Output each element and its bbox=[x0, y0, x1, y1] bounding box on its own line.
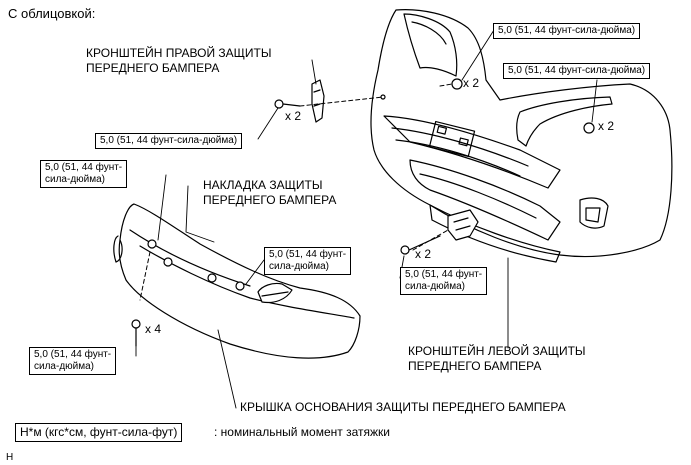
torque-box-left-bracket: 5,0 (51, 44 фунт- сила-дюйма) bbox=[400, 267, 488, 295]
qty-right-bracket-bolt: x 2 bbox=[285, 109, 302, 123]
right-bracket-part bbox=[274, 79, 325, 123]
torque-box-right-bracket: 5,0 (51, 44 фунт-сила-дюйма) bbox=[95, 133, 243, 149]
torque-box-cover-trim: 5,0 (51, 44 фунт- сила-дюйма) bbox=[264, 247, 352, 275]
figure-code: H bbox=[6, 452, 14, 463]
callout-base-cover: КРЫШКА ОСНОВАНИЯ ЗАЩИТЫ ПЕРЕДНЕГО БАМПЕР… bbox=[240, 400, 566, 414]
qty-left-bracket-bolt: x 2 bbox=[415, 247, 432, 261]
qty-bottom-bolt: x 4 bbox=[145, 322, 162, 336]
torque-box-headlight-bolt: 5,0 (51, 44 фунт-сила-дюйма) bbox=[493, 23, 641, 39]
torque-box-cover-left: 5,0 (51, 44 фунт- сила-дюйма) bbox=[40, 160, 128, 188]
left-bracket-part bbox=[400, 209, 479, 255]
callout-left-bracket: КРОНШТЕЙН ЛЕВОЙ ЗАЩИТЫ ПЕРЕДНЕГО БАМПЕРА bbox=[408, 344, 586, 373]
torque-box-side-bolt: 5,0 (51, 44 фунт-сила-дюйма) bbox=[503, 63, 651, 79]
callout-cover-trim: НАКЛАДКА ЗАЩИТЫ ПЕРЕДНЕГО БАМПЕРА bbox=[203, 178, 337, 207]
legend-unit-box: Н*м (кгс*см, фунт-сила-фут) bbox=[15, 423, 183, 442]
torque-box-bottom-bolt: 5,0 (51, 44 фунт- сила-дюйма) bbox=[29, 347, 117, 375]
base-cover-part bbox=[113, 203, 361, 359]
callout-right-bracket: КРОНШТЕЙН ПРАВОЙ ЗАЩИТЫ ПЕРЕДНЕГО БАМПЕР… bbox=[86, 46, 272, 75]
qty-headlight-bolt: x 2 bbox=[463, 76, 480, 90]
legend-description: : номинальный момент затяжки bbox=[214, 425, 390, 439]
front-bumper bbox=[370, 9, 673, 263]
page-title: С облицовкой: bbox=[8, 6, 96, 21]
qty-side-bolt: x 2 bbox=[598, 119, 615, 133]
